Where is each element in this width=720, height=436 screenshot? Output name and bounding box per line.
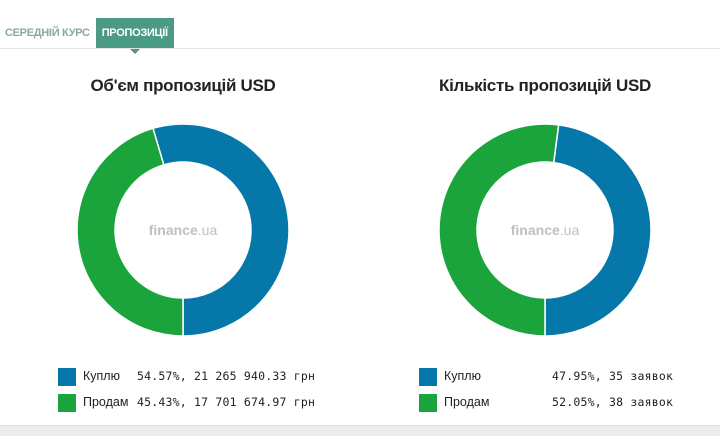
donut-slice-buy[interactable]: [544, 124, 652, 337]
legend-swatch-buy: [58, 368, 76, 386]
donut-slice-buy[interactable]: [152, 123, 290, 337]
legend-value: 47.95%, 35 заявок: [552, 369, 674, 383]
donut-slice-sell[interactable]: [438, 123, 560, 337]
legend-label: Куплю: [444, 369, 481, 383]
footer-bar: [0, 425, 720, 436]
tab-average-rate[interactable]: СЕРЕДНІЙ КУРС: [5, 27, 90, 39]
legend-label: Продам: [83, 395, 129, 409]
chart-title-count: Кількість пропозицій USD: [439, 76, 651, 95]
legend-count: Куплю 47.95%, 35 заявок Продам 52.05%, 3…: [419, 368, 699, 418]
legend-value: 52.05%, 38 заявок: [552, 395, 674, 409]
legend-label: Куплю: [83, 369, 120, 383]
legend-swatch-sell: [58, 394, 76, 412]
tab-divider: [0, 48, 720, 49]
legend-swatch-buy: [419, 368, 437, 386]
legend-volume: Куплю 54.57%, 21 265 940.33 грн Продам 4…: [58, 368, 338, 418]
donut-chart-volume: finance.ua: [76, 123, 290, 337]
donut-chart-count: finance.ua: [438, 123, 652, 337]
legend-label: Продам: [444, 395, 490, 409]
legend-value: 54.57%, 21 265 940.33 грн: [137, 369, 316, 383]
legend-swatch-sell: [419, 394, 437, 412]
watermark-logo: finance.ua: [511, 222, 580, 238]
chart-title-volume: Об'єм пропозицій USD: [90, 76, 276, 95]
watermark-logo: finance.ua: [149, 222, 218, 238]
donut-slice-sell[interactable]: [76, 127, 184, 337]
tab-offers[interactable]: ПРОПОЗИЦІЇ: [95, 18, 174, 54]
legend-value: 45.43%, 17 701 674.97 грн: [137, 395, 316, 409]
tab-bar: СЕРЕДНІЙ КУРС ПРОПОЗИЦІЇ: [0, 18, 174, 54]
